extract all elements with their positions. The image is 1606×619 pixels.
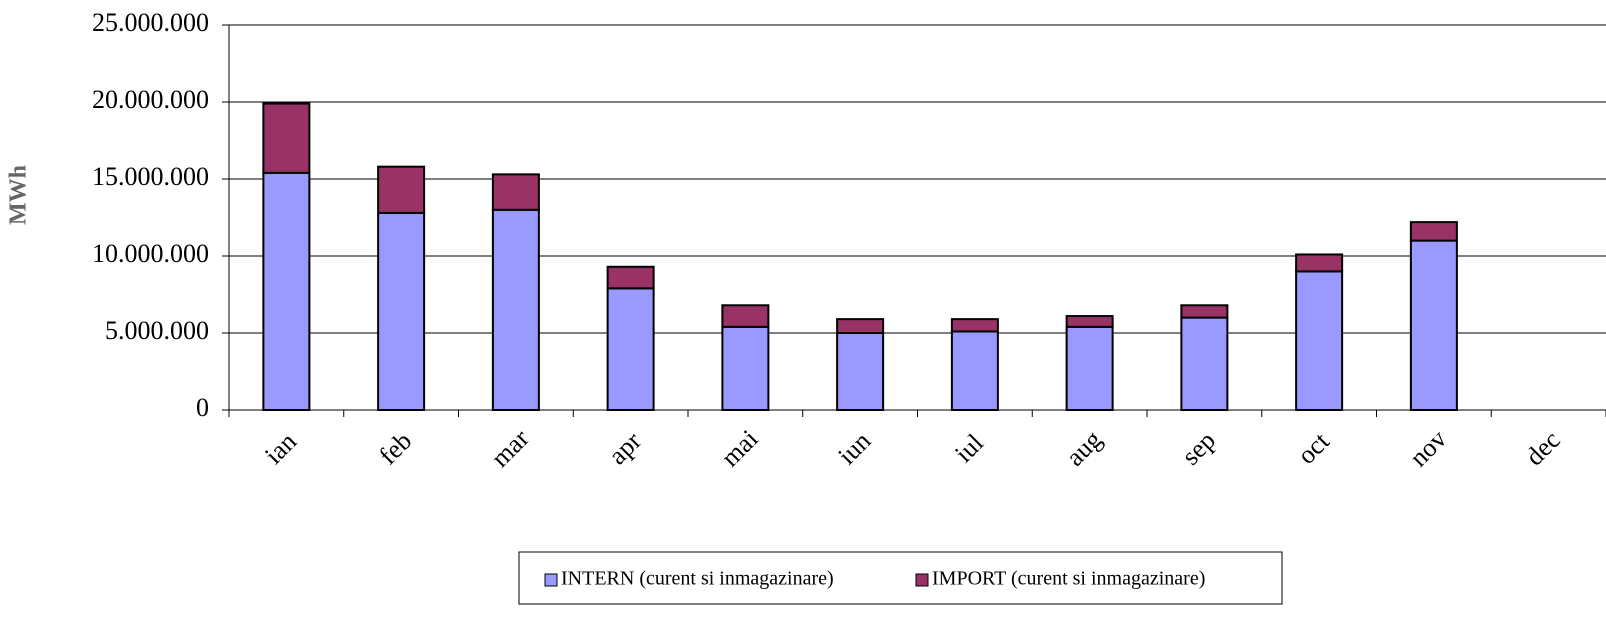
bar-segment (721, 325, 770, 411)
x-tick-label: sep (1176, 426, 1221, 471)
bar-segment (721, 304, 770, 328)
y-tick-label: 15.000.000 (92, 162, 209, 191)
bar-segment (262, 171, 311, 411)
bar-segment (1409, 221, 1458, 242)
bar-segment (606, 287, 655, 411)
legend-box (518, 551, 1283, 605)
bar-segment (606, 265, 655, 290)
x-tick-label: mar (486, 423, 535, 472)
x-tick-label: nov (1404, 424, 1452, 472)
bar-segment (377, 211, 426, 411)
y-tick-label: 10.000.000 (92, 239, 209, 268)
y-tick-label: 20.000.000 (92, 85, 209, 114)
bar-segment (1409, 239, 1458, 411)
x-tick-label: aug (1060, 425, 1107, 472)
bar-segment (950, 330, 999, 411)
legend-label: IMPORT (curent si inmagazinare) (932, 568, 1205, 590)
bar-segment (836, 332, 885, 411)
x-tick-label: feb (373, 426, 417, 470)
x-tick-label: dec (1520, 425, 1566, 471)
bar-segment (836, 318, 885, 335)
bar-segment (491, 173, 540, 211)
bar-segment (1180, 316, 1229, 412)
bar-segment (1295, 270, 1344, 411)
x-tick-label: oct (1292, 426, 1336, 470)
bar-segment (1180, 304, 1229, 319)
x-tick-label: iul (949, 428, 989, 468)
x-tick-label: ian (259, 427, 302, 470)
bar-segment (377, 165, 426, 214)
x-tick-label: iun (832, 426, 876, 470)
bar-segment (1065, 325, 1114, 411)
y-tick-label: 5.000.000 (105, 316, 209, 345)
bar-segment (262, 102, 311, 174)
bar-segment (950, 318, 999, 333)
y-tick-label: 0 (196, 393, 209, 422)
bar-segment (1295, 253, 1344, 273)
legend-swatch (915, 573, 929, 587)
x-tick-label: mai (716, 424, 764, 472)
legend-label: INTERN (curent si inmagazinare) (561, 568, 834, 590)
y-tick-label: 25.000.000 (92, 8, 209, 37)
bar-segment (491, 208, 540, 411)
legend-swatch (544, 573, 558, 587)
bar-segment (1065, 315, 1114, 328)
y-axis-label: MWh (6, 165, 32, 225)
x-tick-label: apr (603, 426, 647, 470)
